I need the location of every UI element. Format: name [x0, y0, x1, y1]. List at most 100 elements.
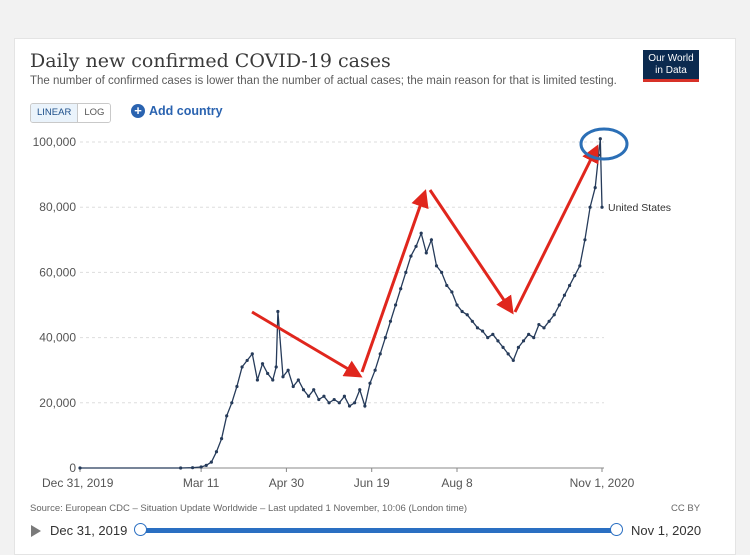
data-point[interactable]	[521, 339, 526, 343]
data-point[interactable]	[358, 388, 362, 392]
series-line-united-states[interactable]	[80, 138, 603, 469]
data-point[interactable]	[596, 153, 601, 157]
data-point[interactable]	[486, 336, 490, 340]
data-point[interactable]	[266, 371, 270, 376]
data-point[interactable]	[214, 450, 219, 454]
data-point[interactable]	[245, 358, 249, 363]
log-scale-button[interactable]: LOG	[78, 104, 111, 122]
data-point[interactable]	[527, 332, 531, 336]
data-point[interactable]	[347, 404, 352, 408]
data-point[interactable]	[209, 460, 213, 464]
data-point[interactable]	[199, 465, 203, 469]
data-point[interactable]	[573, 274, 577, 278]
data-point[interactable]	[460, 309, 464, 314]
license-link[interactable]: CC BY	[671, 503, 701, 514]
data-point[interactable]	[230, 401, 234, 405]
data-point[interactable]	[301, 388, 306, 392]
data-point[interactable]	[235, 384, 239, 389]
data-point[interactable]	[465, 313, 469, 317]
data-point[interactable]	[373, 368, 377, 372]
data-point[interactable]	[542, 326, 546, 330]
data-point[interactable]	[225, 414, 229, 418]
data-point[interactable]	[383, 336, 387, 340]
data-point[interactable]	[578, 264, 582, 268]
chart-title: Daily new confirmed COVID-19 cases	[30, 50, 391, 72]
data-point[interactable]	[260, 362, 265, 366]
data-point[interactable]	[317, 397, 321, 402]
data-point[interactable]	[332, 397, 336, 402]
data-point[interactable]	[240, 365, 244, 369]
data-point[interactable]	[557, 303, 561, 307]
data-point[interactable]	[291, 384, 295, 389]
data-point[interactable]	[567, 283, 572, 288]
timeline-end-handle[interactable]	[610, 523, 623, 536]
data-point[interactable]	[506, 352, 510, 356]
data-point[interactable]	[588, 205, 592, 209]
data-point[interactable]	[255, 378, 260, 382]
data-point[interactable]	[516, 345, 521, 349]
data-point[interactable]	[593, 186, 597, 190]
data-point[interactable]	[480, 329, 485, 333]
data-point[interactable]	[424, 251, 428, 255]
data-point[interactable]	[404, 270, 408, 274]
data-point[interactable]	[306, 394, 311, 398]
data-point[interactable]	[552, 313, 556, 317]
data-point[interactable]	[342, 394, 347, 398]
data-point[interactable]	[179, 466, 183, 470]
linear-scale-button[interactable]: LINEAR	[31, 104, 79, 122]
data-point[interactable]	[532, 336, 536, 340]
data-point[interactable]	[296, 378, 300, 382]
data-point[interactable]	[78, 466, 82, 470]
data-point[interactable]	[219, 437, 224, 441]
data-point[interactable]	[496, 339, 500, 343]
data-point[interactable]	[419, 231, 423, 235]
data-point[interactable]	[276, 309, 280, 314]
data-point[interactable]	[537, 322, 541, 327]
data-point[interactable]	[204, 463, 208, 467]
data-point[interactable]	[475, 326, 480, 330]
data-point[interactable]	[281, 375, 285, 379]
data-point[interactable]	[583, 238, 587, 242]
data-point[interactable]	[274, 365, 278, 369]
data-point[interactable]	[511, 358, 515, 363]
data-point[interactable]	[286, 368, 290, 372]
data-point[interactable]	[501, 345, 505, 349]
data-point[interactable]	[547, 319, 551, 323]
data-point[interactable]	[378, 352, 382, 356]
data-point[interactable]	[399, 287, 403, 291]
owid-logo[interactable]: Our World in Data	[643, 50, 699, 82]
data-point[interactable]	[322, 394, 326, 398]
data-point[interactable]	[409, 254, 413, 258]
data-point[interactable]	[271, 378, 275, 382]
data-point[interactable]	[455, 303, 459, 307]
annotation-arrow-rise-2	[513, 144, 599, 313]
data-point[interactable]	[491, 332, 495, 336]
data-point[interactable]	[353, 401, 357, 405]
y-tick-label: 40,000	[39, 331, 76, 345]
timeline-start-handle[interactable]	[134, 523, 147, 536]
add-country-button[interactable]: + Add country	[131, 104, 223, 118]
data-point[interactable]	[414, 244, 418, 248]
data-point[interactable]	[190, 466, 195, 470]
data-point[interactable]	[250, 352, 254, 356]
timeline-track[interactable]	[140, 528, 616, 533]
data-point[interactable]	[450, 290, 454, 294]
data-point[interactable]	[470, 319, 474, 323]
data-point[interactable]	[388, 319, 393, 323]
data-point[interactable]	[562, 293, 567, 297]
play-icon[interactable]	[31, 525, 41, 537]
data-point[interactable]	[363, 404, 367, 408]
data-point[interactable]	[434, 264, 439, 268]
data-point[interactable]	[440, 270, 444, 274]
annotation-arrow-decline-1	[251, 310, 363, 378]
data-point[interactable]	[600, 205, 604, 209]
data-point[interactable]	[598, 137, 602, 141]
data-point[interactable]	[429, 238, 434, 242]
data-point[interactable]	[337, 401, 341, 405]
data-point[interactable]	[445, 283, 449, 288]
data-point[interactable]	[368, 381, 372, 385]
data-point[interactable]	[312, 388, 316, 392]
data-point[interactable]	[393, 303, 398, 307]
data-point[interactable]	[327, 401, 331, 405]
